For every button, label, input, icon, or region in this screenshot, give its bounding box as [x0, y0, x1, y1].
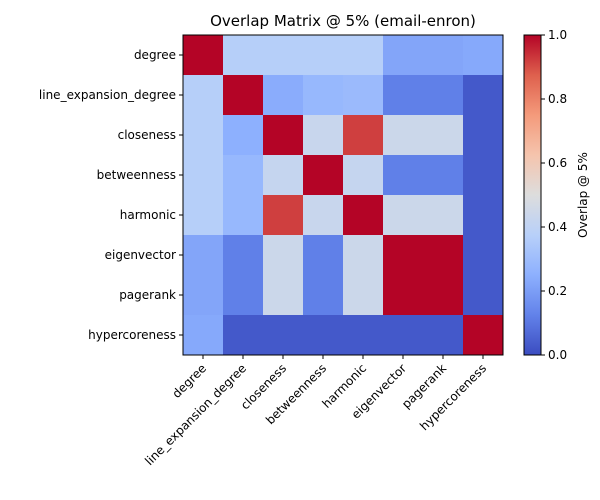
heatmap-cell: [263, 115, 304, 156]
heatmap-cell: [183, 75, 224, 116]
y-tick-label: closeness: [118, 128, 176, 142]
heatmap-cell: [343, 235, 384, 276]
colorbar-label: Overlap @ 5%: [576, 152, 590, 238]
heatmap-cell: [463, 75, 504, 116]
colorbar-tick-label: 0.4: [548, 220, 567, 234]
heatmap-cells: [183, 35, 504, 356]
y-tick-label: degree: [134, 48, 176, 62]
heatmap-cell: [383, 275, 424, 316]
y-tick-label: betweenness: [97, 168, 176, 182]
heatmap-cell: [343, 115, 384, 156]
heatmap-cell: [183, 35, 224, 76]
heatmap-cell: [303, 315, 344, 356]
heatmap-cell: [303, 155, 344, 196]
y-axis-ticks: degree line_expansion_degree closeness betw…: [39, 48, 183, 342]
heatmap-cell: [303, 195, 344, 236]
heatmap-cell: [383, 35, 424, 76]
heatmap-cell: [343, 275, 384, 316]
heatmap-cell: [303, 35, 344, 76]
colorbar-tick-label: 1.0: [548, 28, 567, 42]
heatmap-cell: [383, 115, 424, 156]
x-axis-ticks: degreeline_expansion_degreeclosenessbetw…: [142, 355, 489, 468]
heatmap-cell: [303, 235, 344, 276]
colorbar-ticks: 0.0 0.2 0.4 0.6 0.8 1.0: [541, 28, 567, 362]
heatmap-cell: [463, 195, 504, 236]
heatmap-cell: [263, 155, 304, 196]
heatmap-cell: [383, 235, 424, 276]
heatmap-cell: [263, 275, 304, 316]
heatmap-cell: [223, 35, 264, 76]
y-tick-label: harmonic: [120, 208, 176, 222]
heatmap-cell: [343, 195, 384, 236]
heatmap-cell: [423, 195, 464, 236]
heatmap-cell: [383, 75, 424, 116]
heatmap-cell: [343, 75, 384, 116]
heatmap-cell: [463, 35, 504, 76]
heatmap-cell: [263, 75, 304, 116]
plot-frame: [182, 34, 504, 356]
heatmap-cell: [463, 275, 504, 316]
heatmap-cell: [423, 35, 464, 76]
heatmap-cell: [183, 235, 224, 276]
heatmap-cell: [223, 155, 264, 196]
heatmap-cell: [263, 235, 304, 276]
heatmap-cell: [423, 155, 464, 196]
heatmap-cell: [423, 275, 464, 316]
heatmap-cell: [183, 195, 224, 236]
heatmap-cell: [223, 315, 264, 356]
heatmap-cell: [263, 195, 304, 236]
heatmap-cell: [183, 315, 224, 356]
heatmap-cell: [423, 75, 464, 116]
heatmap-cell: [383, 155, 424, 196]
heatmap-cell: [183, 155, 224, 196]
heatmap-cell: [383, 315, 424, 356]
heatmap-cell: [463, 235, 504, 276]
heatmap-cell: [303, 115, 344, 156]
heatmap-cell: [263, 35, 304, 76]
heatmap-cell: [463, 115, 504, 156]
heatmap-cell: [343, 315, 384, 356]
heatmap-cell: [423, 235, 464, 276]
heatmap-cell: [263, 315, 304, 356]
heatmap-cell: [223, 75, 264, 116]
heatmap-cell: [343, 35, 384, 76]
heatmap-cell: [423, 315, 464, 356]
heatmap-cell: [303, 75, 344, 116]
heatmap-cell: [303, 275, 344, 316]
heatmap-cell: [223, 275, 264, 316]
heatmap-cell: [223, 115, 264, 156]
heatmap-cell: [383, 195, 424, 236]
y-tick-label: hypercoreness: [88, 328, 176, 342]
colorbar-tick-label: 0.6: [548, 156, 567, 170]
y-tick-label: pagerank: [119, 288, 176, 302]
colorbar-tick-label: 0.2: [548, 284, 567, 298]
heatmap-cell: [463, 315, 504, 356]
heatmap-cell: [223, 195, 264, 236]
y-tick-label: eigenvector: [105, 248, 176, 262]
chart-title: Overlap Matrix @ 5% (email-enron): [210, 12, 476, 30]
heatmap-cell: [423, 115, 464, 156]
heatmap-cell: [463, 155, 504, 196]
heatmap-cell: [223, 235, 264, 276]
heatmap-cell: [343, 155, 384, 196]
heatmap-cell: [183, 115, 224, 156]
heatmap-cell: [183, 275, 224, 316]
x-tick-label: degree: [169, 361, 209, 401]
colorbar: [523, 34, 542, 356]
colorbar-tick-label: 0.0: [548, 348, 567, 362]
colorbar-tick-label: 0.8: [548, 92, 567, 106]
y-tick-label: line_expansion_degree: [39, 88, 176, 102]
